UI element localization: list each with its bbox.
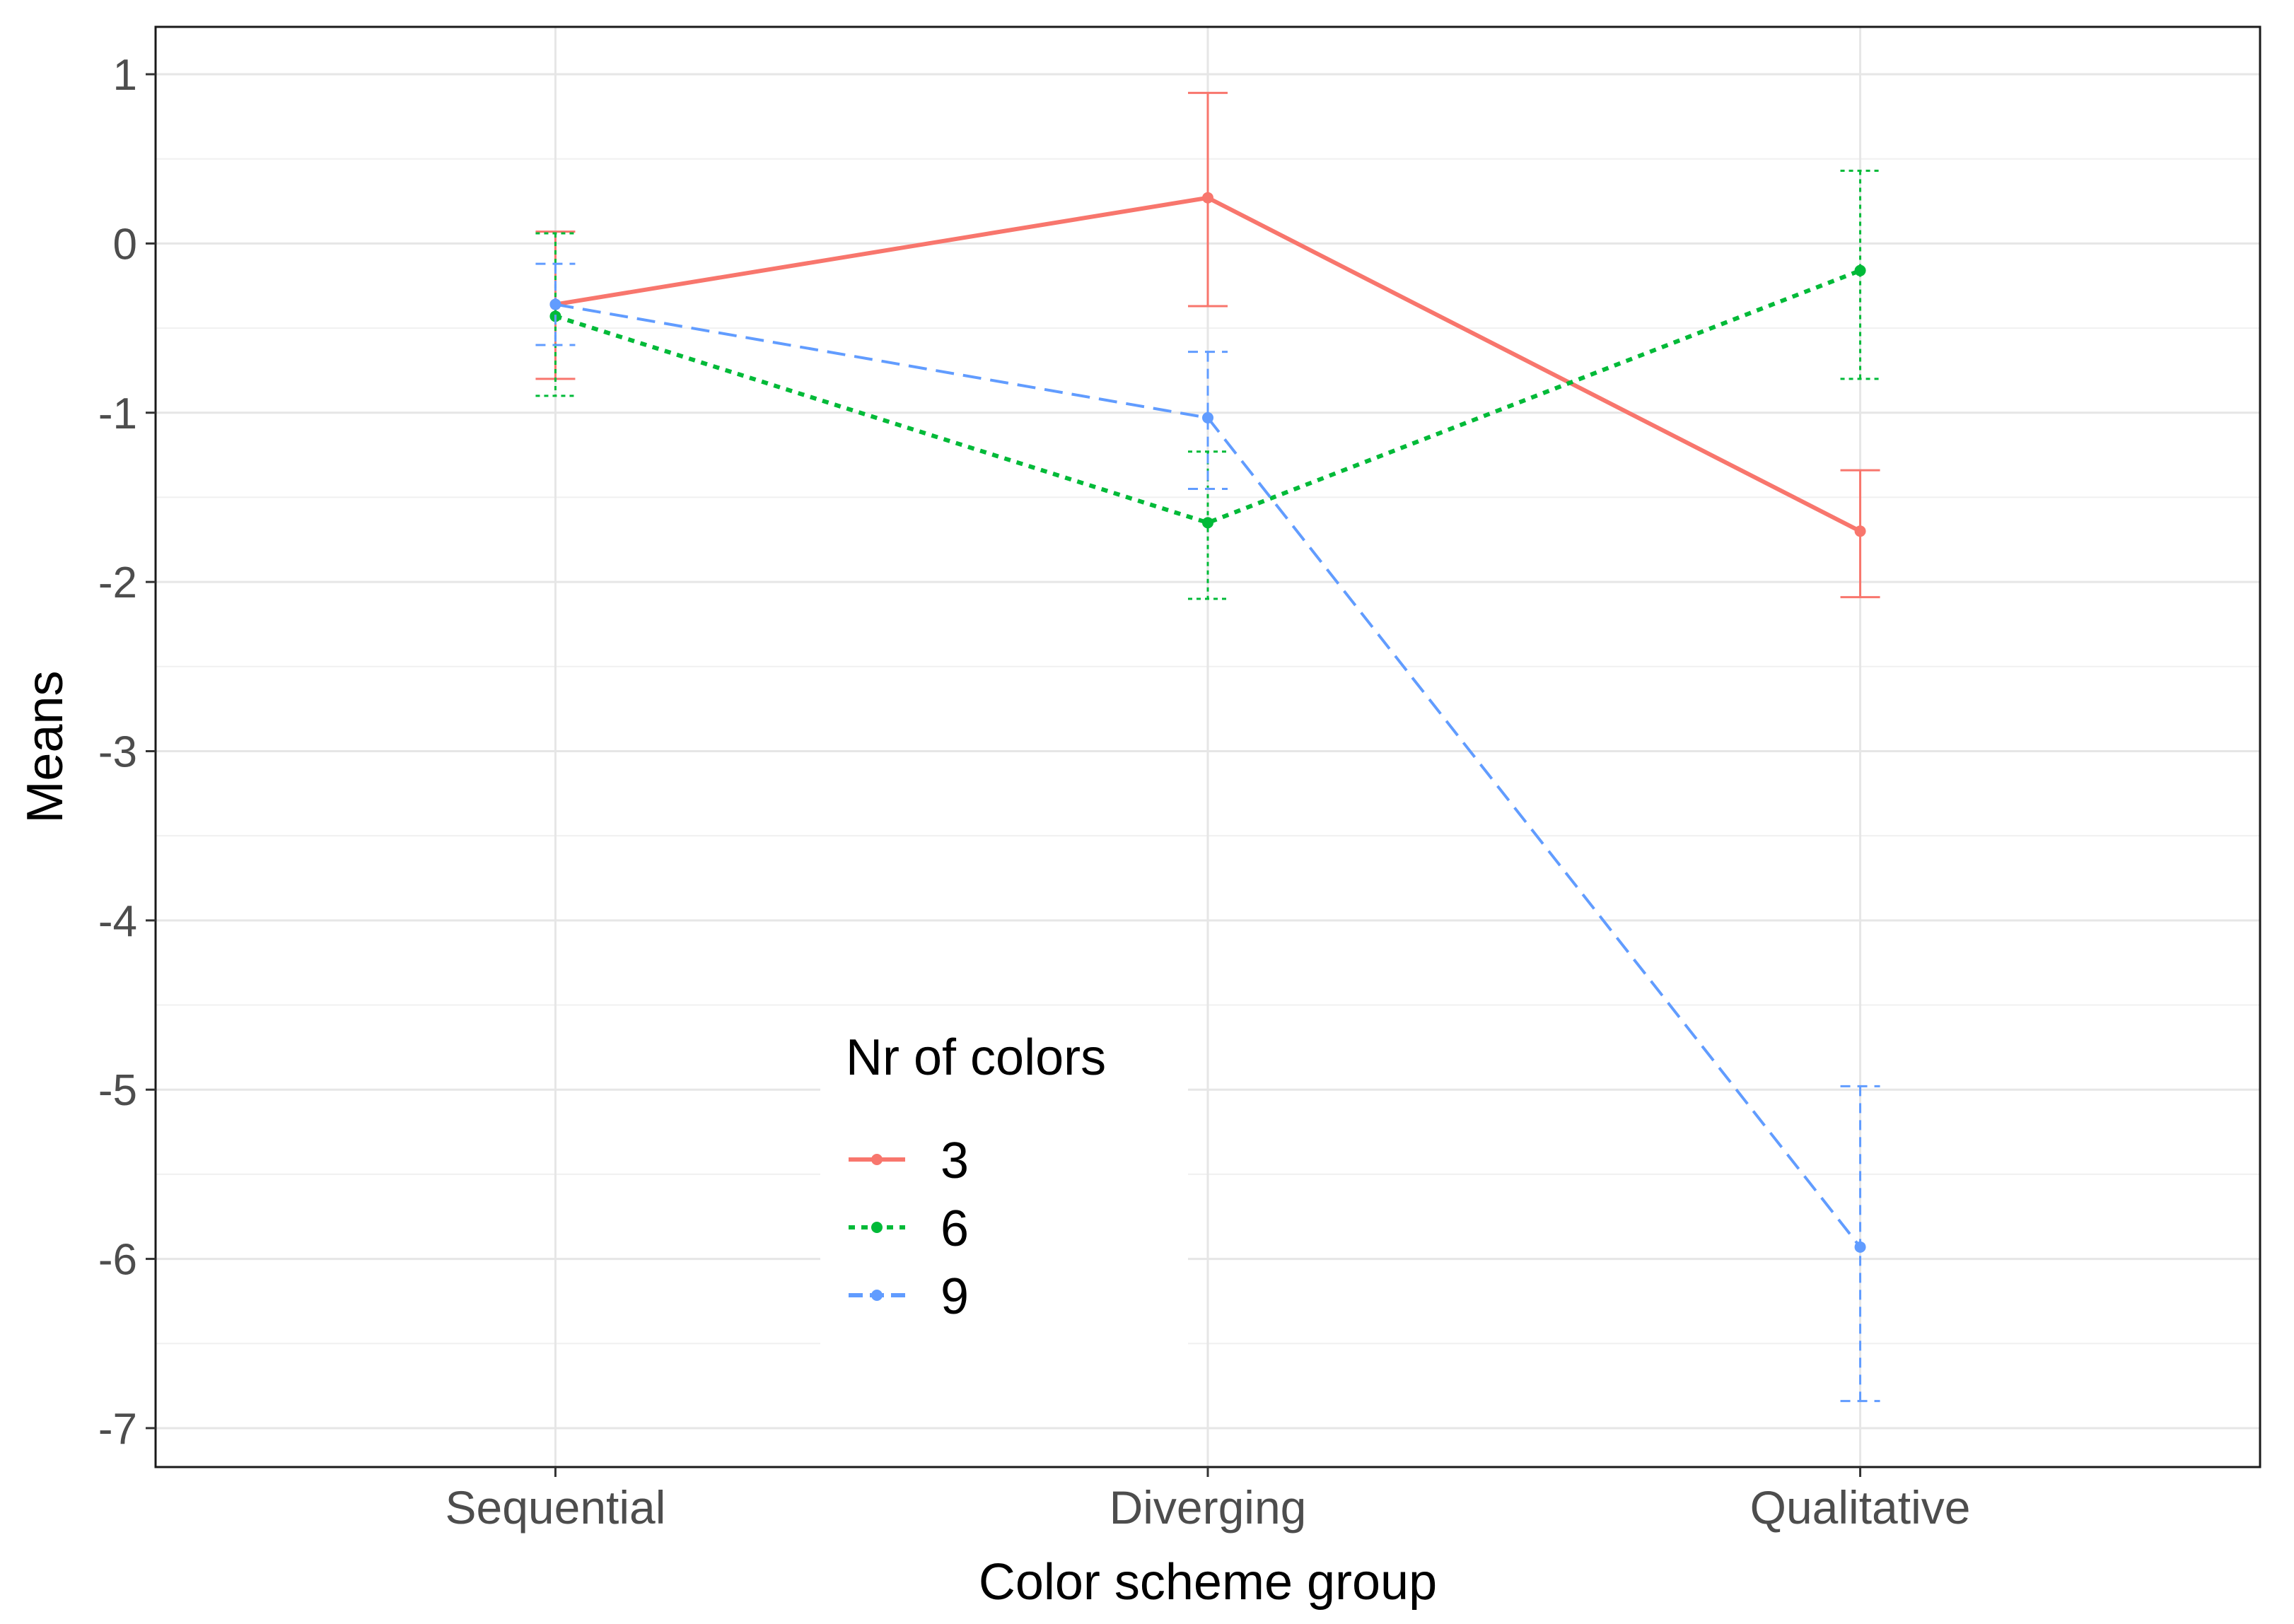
- series-3: [535, 91, 1880, 599]
- series-line: [554, 268, 1861, 525]
- data-point: [1202, 411, 1213, 423]
- legend-key-point: [871, 1290, 883, 1301]
- legend-item-6: 6: [849, 1201, 969, 1257]
- y-tick-label: -3: [98, 728, 137, 776]
- data-point: [1202, 192, 1213, 204]
- legend-item-3: 3: [849, 1133, 969, 1189]
- legend-label: 3: [941, 1133, 969, 1189]
- data-layer: [535, 91, 1880, 1403]
- series-9: [535, 262, 1880, 1403]
- y-tick-label: -7: [98, 1405, 137, 1454]
- data-point: [1854, 525, 1866, 537]
- y-axis-title: Means: [17, 670, 74, 823]
- legend-items: 3 6 9: [849, 1133, 969, 1325]
- data-point: [1202, 517, 1213, 529]
- legend: Nr of colors 3 6 9: [820, 1018, 1188, 1350]
- x-tick-label: Sequential: [445, 1481, 665, 1534]
- legend-title: Nr of colors: [846, 1029, 1106, 1086]
- y-tick-label: 0: [113, 220, 137, 269]
- x-axis-title: Color scheme group: [979, 1554, 1437, 1611]
- axis-layer: 1 0 -1 -2 -3 -4 -5 -6 -7 Sequential Diverging Quali…: [98, 51, 1971, 1534]
- legend-label: 6: [941, 1201, 969, 1257]
- legend-item-9: 9: [849, 1268, 969, 1325]
- x-tick-label: Diverging: [1110, 1481, 1307, 1534]
- series-6: [535, 169, 1880, 600]
- y-tick-label: -4: [98, 897, 137, 946]
- y-tick-label: -6: [98, 1236, 137, 1285]
- y-tick-label: -5: [98, 1066, 137, 1115]
- legend-key-point: [871, 1154, 883, 1165]
- legend-key-point: [871, 1222, 883, 1233]
- data-point: [1854, 1241, 1866, 1253]
- x-tick-label: Qualitative: [1750, 1481, 1971, 1534]
- legend-label: 9: [941, 1268, 969, 1325]
- y-tick-label: -2: [98, 559, 137, 607]
- y-tick-label: 1: [113, 51, 137, 100]
- y-tick-label: -1: [98, 390, 137, 438]
- data-point: [549, 298, 561, 310]
- data-point: [1854, 264, 1866, 276]
